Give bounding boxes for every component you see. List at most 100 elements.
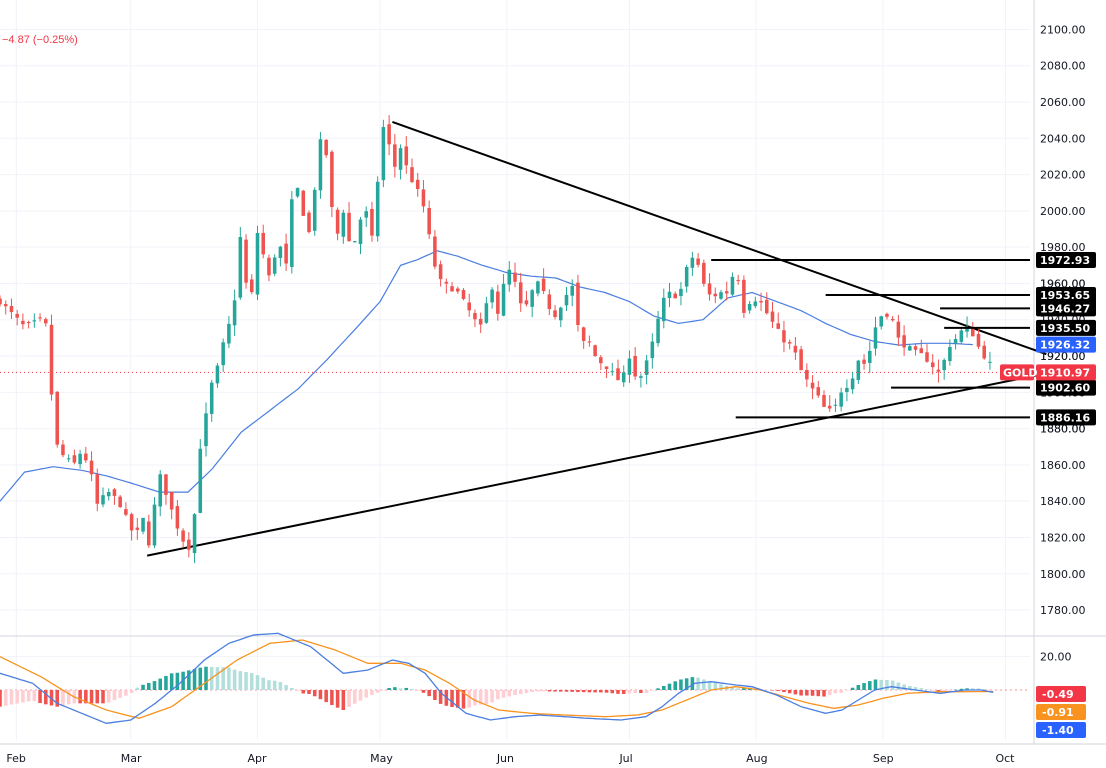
candle[interactable] <box>856 359 861 384</box>
candle[interactable] <box>398 144 403 180</box>
candle[interactable] <box>89 451 94 482</box>
candle[interactable] <box>925 344 929 363</box>
candle[interactable] <box>742 275 746 318</box>
candle[interactable] <box>776 312 780 330</box>
candle[interactable] <box>192 513 197 564</box>
candle[interactable] <box>255 225 260 301</box>
candle[interactable] <box>930 354 935 375</box>
candle[interactable] <box>541 268 546 295</box>
candle[interactable] <box>238 227 243 300</box>
candle[interactable] <box>106 488 111 501</box>
candle[interactable] <box>209 379 214 422</box>
candle[interactable] <box>124 502 128 517</box>
candle[interactable] <box>410 158 414 184</box>
candle[interactable] <box>621 365 626 387</box>
candle[interactable] <box>513 262 517 288</box>
candlesticks[interactable] <box>0 115 992 564</box>
candle[interactable] <box>644 354 649 385</box>
candle[interactable] <box>32 313 37 328</box>
candle[interactable] <box>988 351 992 370</box>
candle[interactable] <box>295 187 300 198</box>
candle[interactable] <box>267 254 271 282</box>
candle[interactable] <box>862 354 866 370</box>
candle[interactable] <box>667 283 672 308</box>
candle[interactable] <box>553 305 557 320</box>
candle[interactable] <box>72 449 77 465</box>
candle[interactable] <box>679 282 683 306</box>
candle[interactable] <box>227 316 231 349</box>
candle[interactable] <box>713 287 718 304</box>
candle[interactable] <box>845 379 849 402</box>
candle[interactable] <box>364 206 368 227</box>
candle[interactable] <box>290 191 294 274</box>
candle[interactable] <box>868 341 872 374</box>
candle[interactable] <box>318 131 323 199</box>
candle[interactable] <box>702 259 706 287</box>
candle[interactable] <box>461 288 466 301</box>
candle[interactable] <box>141 517 145 535</box>
candle[interactable] <box>478 312 483 333</box>
candle[interactable] <box>576 274 580 332</box>
candle[interactable] <box>627 350 632 383</box>
candle[interactable] <box>95 468 100 512</box>
candle[interactable] <box>78 449 82 469</box>
candle[interactable] <box>44 317 48 327</box>
candle[interactable] <box>221 338 225 372</box>
candle[interactable] <box>730 272 735 296</box>
candle[interactable] <box>330 150 334 218</box>
candle[interactable] <box>353 241 357 243</box>
candle[interactable] <box>307 210 311 234</box>
candle[interactable] <box>152 497 157 549</box>
candle[interactable] <box>232 289 237 337</box>
candle[interactable] <box>433 230 437 270</box>
candle[interactable] <box>341 209 346 244</box>
candle[interactable] <box>564 286 569 311</box>
candle[interactable] <box>175 499 180 536</box>
candle[interactable] <box>696 253 700 268</box>
candle[interactable] <box>198 439 203 514</box>
candle[interactable] <box>278 245 283 267</box>
candle[interactable] <box>873 316 878 356</box>
candle[interactable] <box>604 366 609 379</box>
candle[interactable] <box>312 187 317 236</box>
candle[interactable] <box>684 264 689 293</box>
candle[interactable] <box>324 139 328 158</box>
candle[interactable] <box>112 488 117 505</box>
candle[interactable] <box>438 260 443 287</box>
candle[interactable] <box>753 296 758 309</box>
candle[interactable] <box>639 373 643 388</box>
candle[interactable] <box>570 279 574 307</box>
candle[interactable] <box>770 301 775 329</box>
candle[interactable] <box>650 333 655 369</box>
candle[interactable] <box>793 337 798 360</box>
candle[interactable] <box>827 395 832 412</box>
candle[interactable] <box>473 309 477 328</box>
candle[interactable] <box>765 292 769 315</box>
candle[interactable] <box>507 261 512 292</box>
candle[interactable] <box>885 312 889 320</box>
candle[interactable] <box>833 398 838 413</box>
candle[interactable] <box>587 335 592 347</box>
candle[interactable] <box>0 295 2 307</box>
candle[interactable] <box>404 136 409 174</box>
candle[interactable] <box>9 298 14 319</box>
candle[interactable] <box>816 380 821 398</box>
macd-panel[interactable]: 20.00 <box>0 632 1072 724</box>
candle[interactable] <box>61 439 65 458</box>
candle[interactable] <box>490 287 494 309</box>
candle[interactable] <box>49 314 54 401</box>
candle[interactable] <box>187 532 191 558</box>
candle[interactable] <box>38 313 42 322</box>
candle[interactable] <box>456 286 460 294</box>
candle[interactable] <box>169 491 174 520</box>
candle[interactable] <box>593 344 597 357</box>
candle[interactable] <box>387 115 391 156</box>
candle[interactable] <box>948 339 952 366</box>
candle[interactable] <box>524 290 529 307</box>
candle[interactable] <box>393 133 397 178</box>
candle[interactable] <box>707 273 712 301</box>
candle[interactable] <box>919 339 924 354</box>
candle[interactable] <box>536 280 540 297</box>
candle[interactable] <box>215 363 220 388</box>
